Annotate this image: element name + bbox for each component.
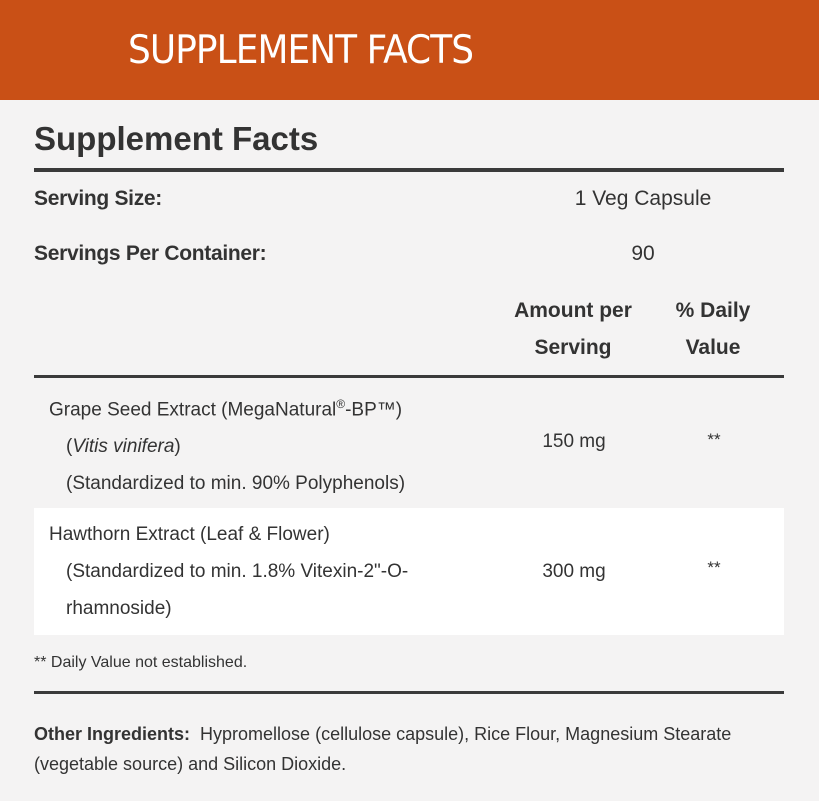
divider [34, 375, 784, 378]
ingredient-detail: (Standardized to min. 90% Polyphenols) [66, 473, 406, 495]
ingredient-amount: 150 mg [542, 431, 606, 452]
amount-header: Amount per Serving [493, 292, 653, 366]
ingredient-row: Grape Seed Extract (MegaNatural®-BP™) (V… [34, 380, 784, 506]
ingredient-name-text: Grape Seed Extract (MegaNatural [49, 399, 337, 421]
ingredient-detail: (Standardized to min. 1.8% Vitexin-2"-O- [66, 561, 409, 582]
banner-title: SUPPLEMENT FACTS [128, 28, 474, 73]
amount-header-line1: Amount per [514, 299, 632, 322]
divider [34, 168, 784, 172]
servings-value: 90 [631, 242, 655, 265]
ingredient-name: Grape Seed Extract (MegaNatural®-BP™) (V… [49, 386, 405, 502]
servings-label: Servings Per Container: [34, 242, 267, 265]
dv-header-line2: Value [685, 336, 741, 359]
ingredient-dv: ** [707, 430, 721, 449]
ingredient-row: Hawthorn Extract (Leaf & Flower) (Standa… [34, 508, 784, 635]
amount-header-line2: Serving [534, 336, 612, 359]
other-ingredients: Other Ingredients: Hypromellose (cellulo… [34, 719, 754, 779]
banner: SUPPLEMENT FACTS [0, 0, 819, 100]
registered-mark: ® [336, 397, 346, 411]
other-ingredients-label: Other Ingredients: [34, 724, 191, 744]
divider [34, 691, 784, 694]
other-ingredients-text: Hypromellose (cellulose capsule), Rice F… [34, 724, 732, 774]
ingredient-name-tail: -BP™) [345, 399, 403, 421]
ingredient-amount: 300 mg [542, 561, 606, 582]
dv-header-line1: % Daily [675, 299, 751, 322]
panel-title: Supplement Facts [34, 120, 319, 157]
serving-size-value: 1 Veg Capsule [574, 187, 712, 210]
footnote: ** Daily Value not established. [34, 654, 248, 671]
serving-size-label: Serving Size: [34, 187, 162, 210]
ingredient-latin: (Vitis vinifera) [66, 436, 181, 458]
ingredient-detail: rhamnoside) [66, 598, 172, 619]
dv-header: % Daily Value [653, 292, 773, 366]
ingredient-name-text: Hawthorn Extract (Leaf & Flower) [49, 524, 330, 545]
ingredient-dv: ** [707, 558, 721, 577]
ingredient-name: Hawthorn Extract (Leaf & Flower) (Standa… [49, 516, 408, 627]
latin-name: Vitis vinifera [72, 436, 175, 458]
